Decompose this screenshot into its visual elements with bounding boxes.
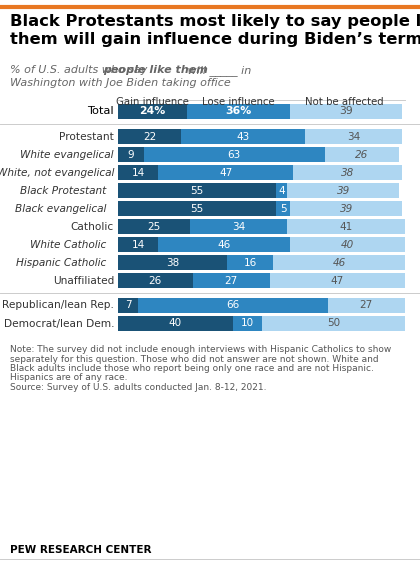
Text: Note: The survey did not include enough interviews with Hispanic Catholics to sh: Note: The survey did not include enough … (10, 345, 391, 354)
Text: White Catholic: White Catholic (30, 239, 106, 249)
Text: Lose influence: Lose influence (202, 97, 275, 107)
Text: Democrat/lean Dem.: Democrat/lean Dem. (3, 319, 114, 328)
Text: 63: 63 (228, 150, 241, 159)
Bar (118, 165, 158, 180)
Text: PEW RESEARCH CENTER: PEW RESEARCH CENTER (10, 545, 152, 555)
Text: White evangelical: White evangelical (21, 150, 114, 159)
Bar (118, 255, 227, 270)
Text: 27: 27 (225, 275, 238, 285)
Bar (262, 316, 405, 331)
Text: 39: 39 (339, 106, 353, 117)
Text: 10: 10 (241, 319, 254, 328)
Text: Gain influence: Gain influence (116, 97, 189, 107)
Bar (287, 183, 399, 198)
Bar (190, 219, 287, 234)
Text: 25: 25 (147, 221, 160, 231)
Text: 26: 26 (355, 150, 369, 159)
Text: Black Protestant: Black Protestant (20, 185, 106, 195)
Bar (290, 201, 402, 216)
Bar (187, 104, 290, 119)
Bar (144, 147, 325, 162)
Text: Protestant: Protestant (59, 132, 114, 141)
Bar (158, 237, 290, 252)
Text: 39: 39 (339, 203, 353, 213)
Bar (118, 147, 144, 162)
Text: Black adults include those who report being only one race and are not Hispanic.: Black adults include those who report be… (10, 364, 374, 373)
Text: 47: 47 (331, 275, 344, 285)
Bar (118, 316, 233, 331)
Text: 36%: 36% (226, 106, 252, 117)
Text: 26: 26 (149, 275, 162, 285)
Bar (227, 255, 273, 270)
Text: Catholic: Catholic (71, 221, 114, 231)
Text: 4: 4 (278, 185, 285, 195)
Bar (328, 298, 405, 313)
Bar (118, 219, 190, 234)
Text: 55: 55 (190, 185, 204, 195)
Text: Total: Total (87, 106, 114, 117)
Bar (118, 298, 138, 313)
Text: Washington with Joe Biden taking office: Washington with Joe Biden taking office (10, 78, 231, 88)
Text: people like them: people like them (104, 65, 208, 75)
Text: Unaffiliated: Unaffiliated (52, 275, 114, 285)
Bar (293, 165, 402, 180)
Bar (118, 201, 276, 216)
Text: Hispanic Catholic: Hispanic Catholic (16, 257, 106, 267)
Text: 38: 38 (341, 168, 354, 177)
Text: Source: Survey of U.S. adults conducted Jan. 8-12, 2021.: Source: Survey of U.S. adults conducted … (10, 383, 267, 392)
Text: 22: 22 (143, 132, 156, 141)
Bar (287, 219, 405, 234)
Text: White, not evangelical: White, not evangelical (0, 168, 114, 177)
Text: 24%: 24% (139, 106, 165, 117)
Text: 34: 34 (347, 132, 360, 141)
Bar (158, 165, 293, 180)
Bar (193, 273, 270, 288)
Text: 41: 41 (339, 221, 353, 231)
Bar (270, 273, 405, 288)
Bar (276, 201, 290, 216)
Text: 55: 55 (190, 203, 204, 213)
Bar (118, 273, 193, 288)
Text: 14: 14 (131, 239, 145, 249)
Text: 27: 27 (360, 301, 373, 311)
Bar (304, 129, 402, 144)
Bar (118, 104, 187, 119)
Bar (118, 129, 181, 144)
Bar (273, 255, 405, 270)
Bar (138, 298, 328, 313)
Text: Hispanics are of any race.: Hispanics are of any race. (10, 373, 128, 382)
Text: 50: 50 (327, 319, 340, 328)
Text: 46: 46 (332, 257, 346, 267)
Text: 66: 66 (226, 301, 239, 311)
Text: 40: 40 (169, 319, 182, 328)
Text: Not be affected: Not be affected (305, 97, 384, 107)
Text: Black Protestants most likely to say people like
them will gain influence during: Black Protestants most likely to say peo… (10, 14, 420, 47)
Text: 39: 39 (337, 185, 350, 195)
Bar (290, 237, 405, 252)
Text: Black evangelical: Black evangelical (15, 203, 106, 213)
Text: will _____ in: will _____ in (184, 65, 251, 76)
Text: 40: 40 (341, 239, 354, 249)
Bar (118, 237, 158, 252)
Text: 16: 16 (244, 257, 257, 267)
Text: 43: 43 (236, 132, 249, 141)
Text: 46: 46 (218, 239, 231, 249)
Bar (276, 183, 287, 198)
Text: 47: 47 (219, 168, 232, 177)
Text: separately for this question. Those who did not answer are not shown. White and: separately for this question. Those who … (10, 355, 378, 364)
Bar (325, 147, 399, 162)
Text: 14: 14 (131, 168, 145, 177)
Bar (290, 104, 402, 119)
Text: 5: 5 (280, 203, 286, 213)
Text: % of U.S. adults who say: % of U.S. adults who say (10, 65, 151, 75)
Text: 7: 7 (125, 301, 131, 311)
Bar (118, 183, 276, 198)
Text: 9: 9 (128, 150, 134, 159)
Text: Republican/lean Rep.: Republican/lean Rep. (2, 301, 114, 311)
Text: 34: 34 (232, 221, 245, 231)
Bar (181, 129, 304, 144)
Bar (233, 316, 262, 331)
Text: 38: 38 (166, 257, 179, 267)
